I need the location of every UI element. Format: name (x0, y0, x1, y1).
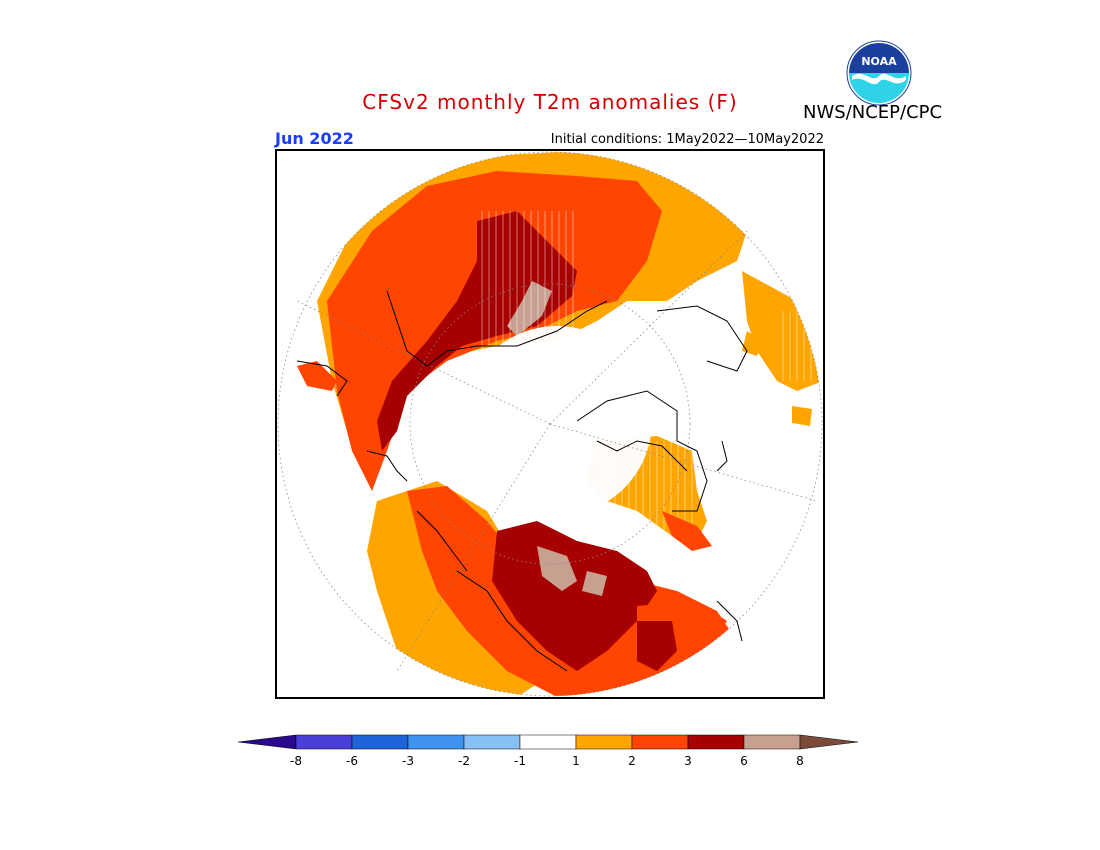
noaa-logo: NOAA (846, 40, 912, 106)
colorbar-segment (687, 734, 745, 750)
map-title: CFSv2 monthly T2m anomalies (F) (362, 90, 738, 114)
colorbar: -8 -6 -3 -2 -1 1 2 3 6 8 (238, 734, 859, 768)
colorbar-tick-label: 2 (628, 754, 636, 768)
colorbar-tick-label: 3 (684, 754, 692, 768)
colorbar-segment (743, 734, 801, 750)
agency-label: NWS/NCEP/CPC (803, 102, 943, 123)
anomaly-field (278, 152, 822, 696)
colorbar-segment (631, 734, 689, 750)
coastlines (296, 290, 748, 672)
colorbar-tick-label: -2 (458, 754, 470, 768)
colorbar-segment (407, 734, 465, 750)
initial-conditions-label: Initial conditions: 1May2022—10May2022 (550, 132, 824, 147)
colorbar-segment (351, 734, 409, 750)
graticule (277, 151, 823, 697)
anomaly-area-north-america-darkred (492, 521, 657, 671)
colorbar-arrow-high (799, 734, 859, 750)
colorbar-tick-label: -6 (346, 754, 358, 768)
colorbar-arrow-low (238, 734, 297, 750)
polar-map (275, 149, 825, 699)
colorbar-tick-label: -1 (514, 754, 526, 768)
colorbar-segment (575, 734, 633, 750)
colorbar-tick-label: 1 (572, 754, 580, 768)
anomaly-area-europe (297, 361, 337, 391)
svg-text:NOAA: NOAA (861, 55, 897, 68)
colorbar-tick-label: -3 (402, 754, 414, 768)
month-label: Jun 2022 (275, 129, 354, 148)
colorbar-tick-label: 6 (740, 754, 748, 768)
colorbar-tick-label: -8 (290, 754, 302, 768)
colorbar-segment (295, 734, 353, 750)
colorbar-segment (463, 734, 521, 750)
colorbar-tick-label: 8 (796, 754, 804, 768)
colorbar-segment (519, 734, 577, 750)
